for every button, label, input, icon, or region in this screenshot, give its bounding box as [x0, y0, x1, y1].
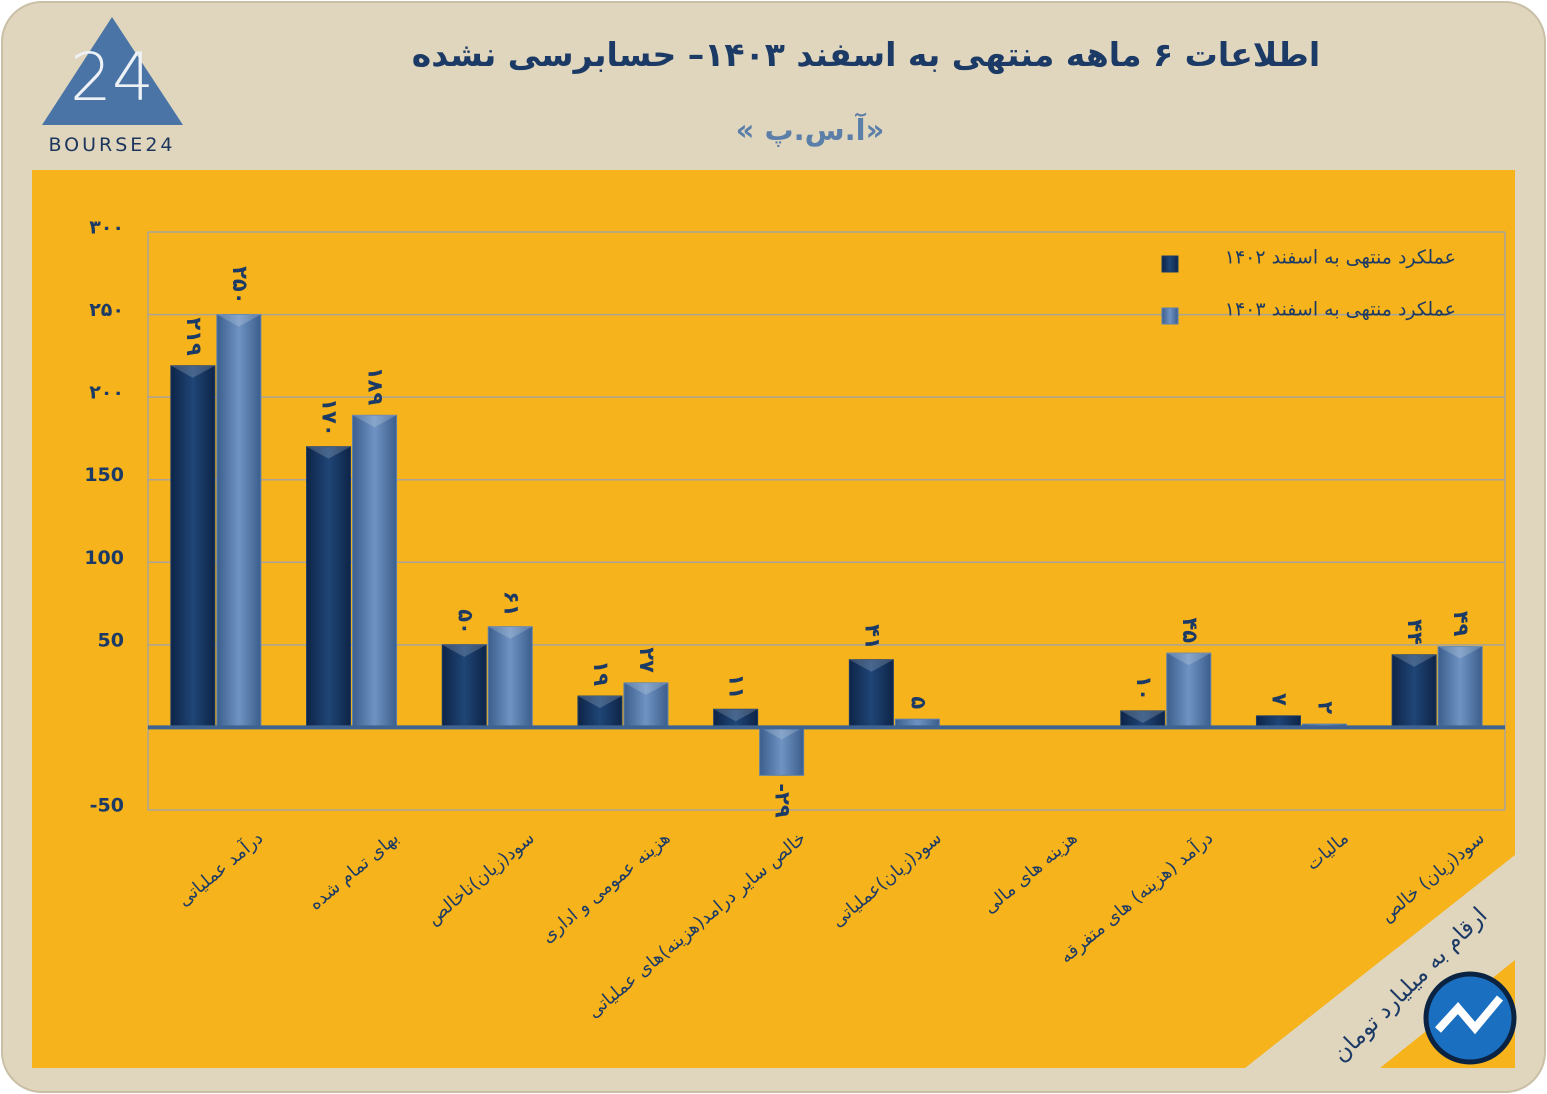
legend-marker	[1161, 307, 1179, 325]
bar-bevel	[170, 365, 215, 378]
chart-panel	[32, 170, 1515, 1068]
logo-mark: 24	[70, 39, 154, 116]
bar	[306, 446, 352, 728]
y-tick-label: 50	[98, 629, 124, 651]
data-label: ۵۰	[453, 609, 477, 635]
y-tick-label: ۳۰۰	[89, 217, 124, 239]
data-label: ۱۱	[725, 674, 749, 700]
legend-label: عملکرد منتهی به اسفند ۱۴۰۳	[1225, 299, 1456, 321]
data-label: ۵	[906, 696, 930, 709]
note-band	[1245, 855, 1515, 1068]
bar	[487, 626, 533, 728]
data-label: ۱۰	[1132, 675, 1156, 701]
data-label: ۴۱	[860, 624, 884, 650]
data-label: ۲۷	[635, 647, 659, 673]
bar-bevel	[1392, 654, 1437, 667]
bar-bevel	[306, 446, 351, 459]
bar	[1437, 646, 1483, 728]
y-tick-label: 150	[84, 464, 124, 486]
brand-icon-arrow	[1435, 995, 1504, 1035]
y-tick-label: 100	[84, 547, 124, 569]
bar-bevel	[713, 709, 758, 722]
bar	[352, 414, 398, 728]
bar-bevel	[352, 415, 397, 428]
legend-marker	[1161, 255, 1179, 273]
y-tick-label: ۲۵۰	[89, 299, 124, 321]
bar	[441, 644, 487, 728]
bar-bevel	[216, 314, 261, 327]
data-label: ۴۴	[1403, 619, 1427, 645]
bar-bevel	[759, 727, 804, 740]
bar	[216, 314, 262, 728]
data-label: ۲	[1313, 701, 1337, 714]
data-label: ۴۵	[1178, 617, 1202, 643]
chart-subtitle: « آ.س.پ»	[736, 112, 885, 147]
legend-label: عملکرد منتهی به اسفند ۱۴۰۲	[1225, 247, 1456, 269]
bar	[1166, 652, 1212, 728]
bar-bevel	[488, 626, 533, 639]
bar-bevel	[849, 659, 894, 672]
data-label: ۲۱۹	[182, 317, 206, 356]
chart-title: اطلاعات ۶ ماهه منتهی به اسفند ۱۴۰۳– حساب…	[412, 35, 1320, 75]
logo-triangle	[42, 17, 183, 125]
data-label: ۴۹	[1449, 611, 1473, 637]
y-tick-label: -50	[90, 795, 124, 817]
bar-bevel	[623, 682, 668, 695]
bar	[1391, 654, 1437, 728]
data-label: ۱۷۰	[318, 398, 342, 436]
bar-bevel	[1166, 653, 1211, 666]
bar-bevel	[1438, 646, 1483, 659]
bar	[170, 365, 216, 728]
bar	[759, 726, 805, 776]
data-label: ۱۸۹	[364, 367, 388, 406]
data-label: ۶۱	[499, 591, 523, 617]
y-tick-label: ۲۰۰	[89, 382, 124, 404]
data-label: ۲۵۰	[228, 266, 252, 304]
bar-bevel	[1120, 710, 1165, 723]
bar	[848, 659, 894, 728]
logo-text: BOURSE24	[48, 134, 175, 156]
data-label: ۱۹	[589, 660, 613, 686]
bar-bevel	[442, 644, 487, 657]
bar-bevel	[577, 696, 622, 709]
data-label: ۷	[1267, 693, 1291, 706]
bar	[623, 682, 669, 728]
data-label: -۲۹	[771, 783, 795, 818]
